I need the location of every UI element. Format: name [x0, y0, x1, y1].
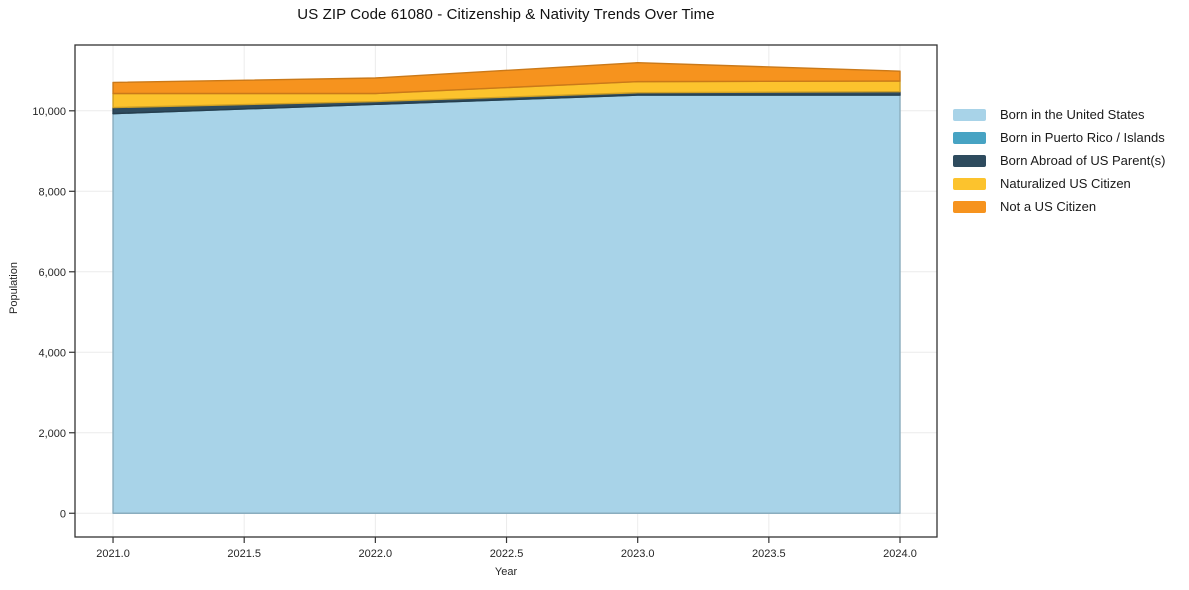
legend-item-born-in-puerto-rico-islands: Born in Puerto Rico / Islands — [953, 126, 1165, 149]
chart-title: US ZIP Code 61080 - Citizenship & Nativi… — [297, 6, 715, 23]
legend-label: Naturalized US Citizen — [1000, 176, 1131, 191]
x-tick-label: 2023.0 — [621, 548, 655, 560]
x-tick-label: 2022.5 — [490, 548, 524, 560]
legend-item-born-abroad-of-us-parent-s: Born Abroad of US Parent(s) — [953, 149, 1165, 172]
legend-swatch — [953, 154, 986, 167]
legend-item-naturalized-us-citizen: Naturalized US Citizen — [953, 172, 1165, 195]
legend-item-not-a-us-citizen: Not a US Citizen — [953, 195, 1165, 218]
legend-swatch — [953, 200, 986, 213]
legend-swatch — [953, 177, 986, 190]
y-tick-label: 4,000 — [38, 347, 66, 359]
area-not-a-us-citizen — [112, 62, 901, 95]
x-tick-label: 2024.0 — [883, 548, 917, 560]
legend-swatch — [953, 131, 986, 144]
legend-label: Born Abroad of US Parent(s) — [1000, 153, 1166, 168]
x-tick-label: 2021.0 — [96, 548, 130, 560]
x-tick-label: 2022.0 — [359, 548, 393, 560]
legend-label: Not a US Citizen — [1000, 199, 1097, 214]
x-axis-label: Year — [494, 566, 518, 578]
y-tick-label: 8,000 — [38, 186, 66, 198]
area-born-in-the-united-states — [112, 94, 901, 514]
x-tick-label: 2023.5 — [752, 548, 786, 560]
y-tick-label: 2,000 — [38, 428, 66, 440]
y-tick-label: 6,000 — [38, 267, 66, 279]
legend: Born in the United States Born in Puerto … — [953, 103, 1165, 218]
legend-label: Born in the United States — [1000, 107, 1145, 122]
x-tick-label: 2021.5 — [227, 548, 261, 560]
legend-label: Born in Puerto Rico / Islands — [1000, 130, 1165, 145]
legend-item-born-in-the-united-states: Born in the United States — [953, 103, 1165, 126]
y-tick-label: 10,000 — [32, 106, 66, 118]
legend-swatch — [953, 108, 986, 121]
y-tick-label: 0 — [60, 508, 66, 520]
